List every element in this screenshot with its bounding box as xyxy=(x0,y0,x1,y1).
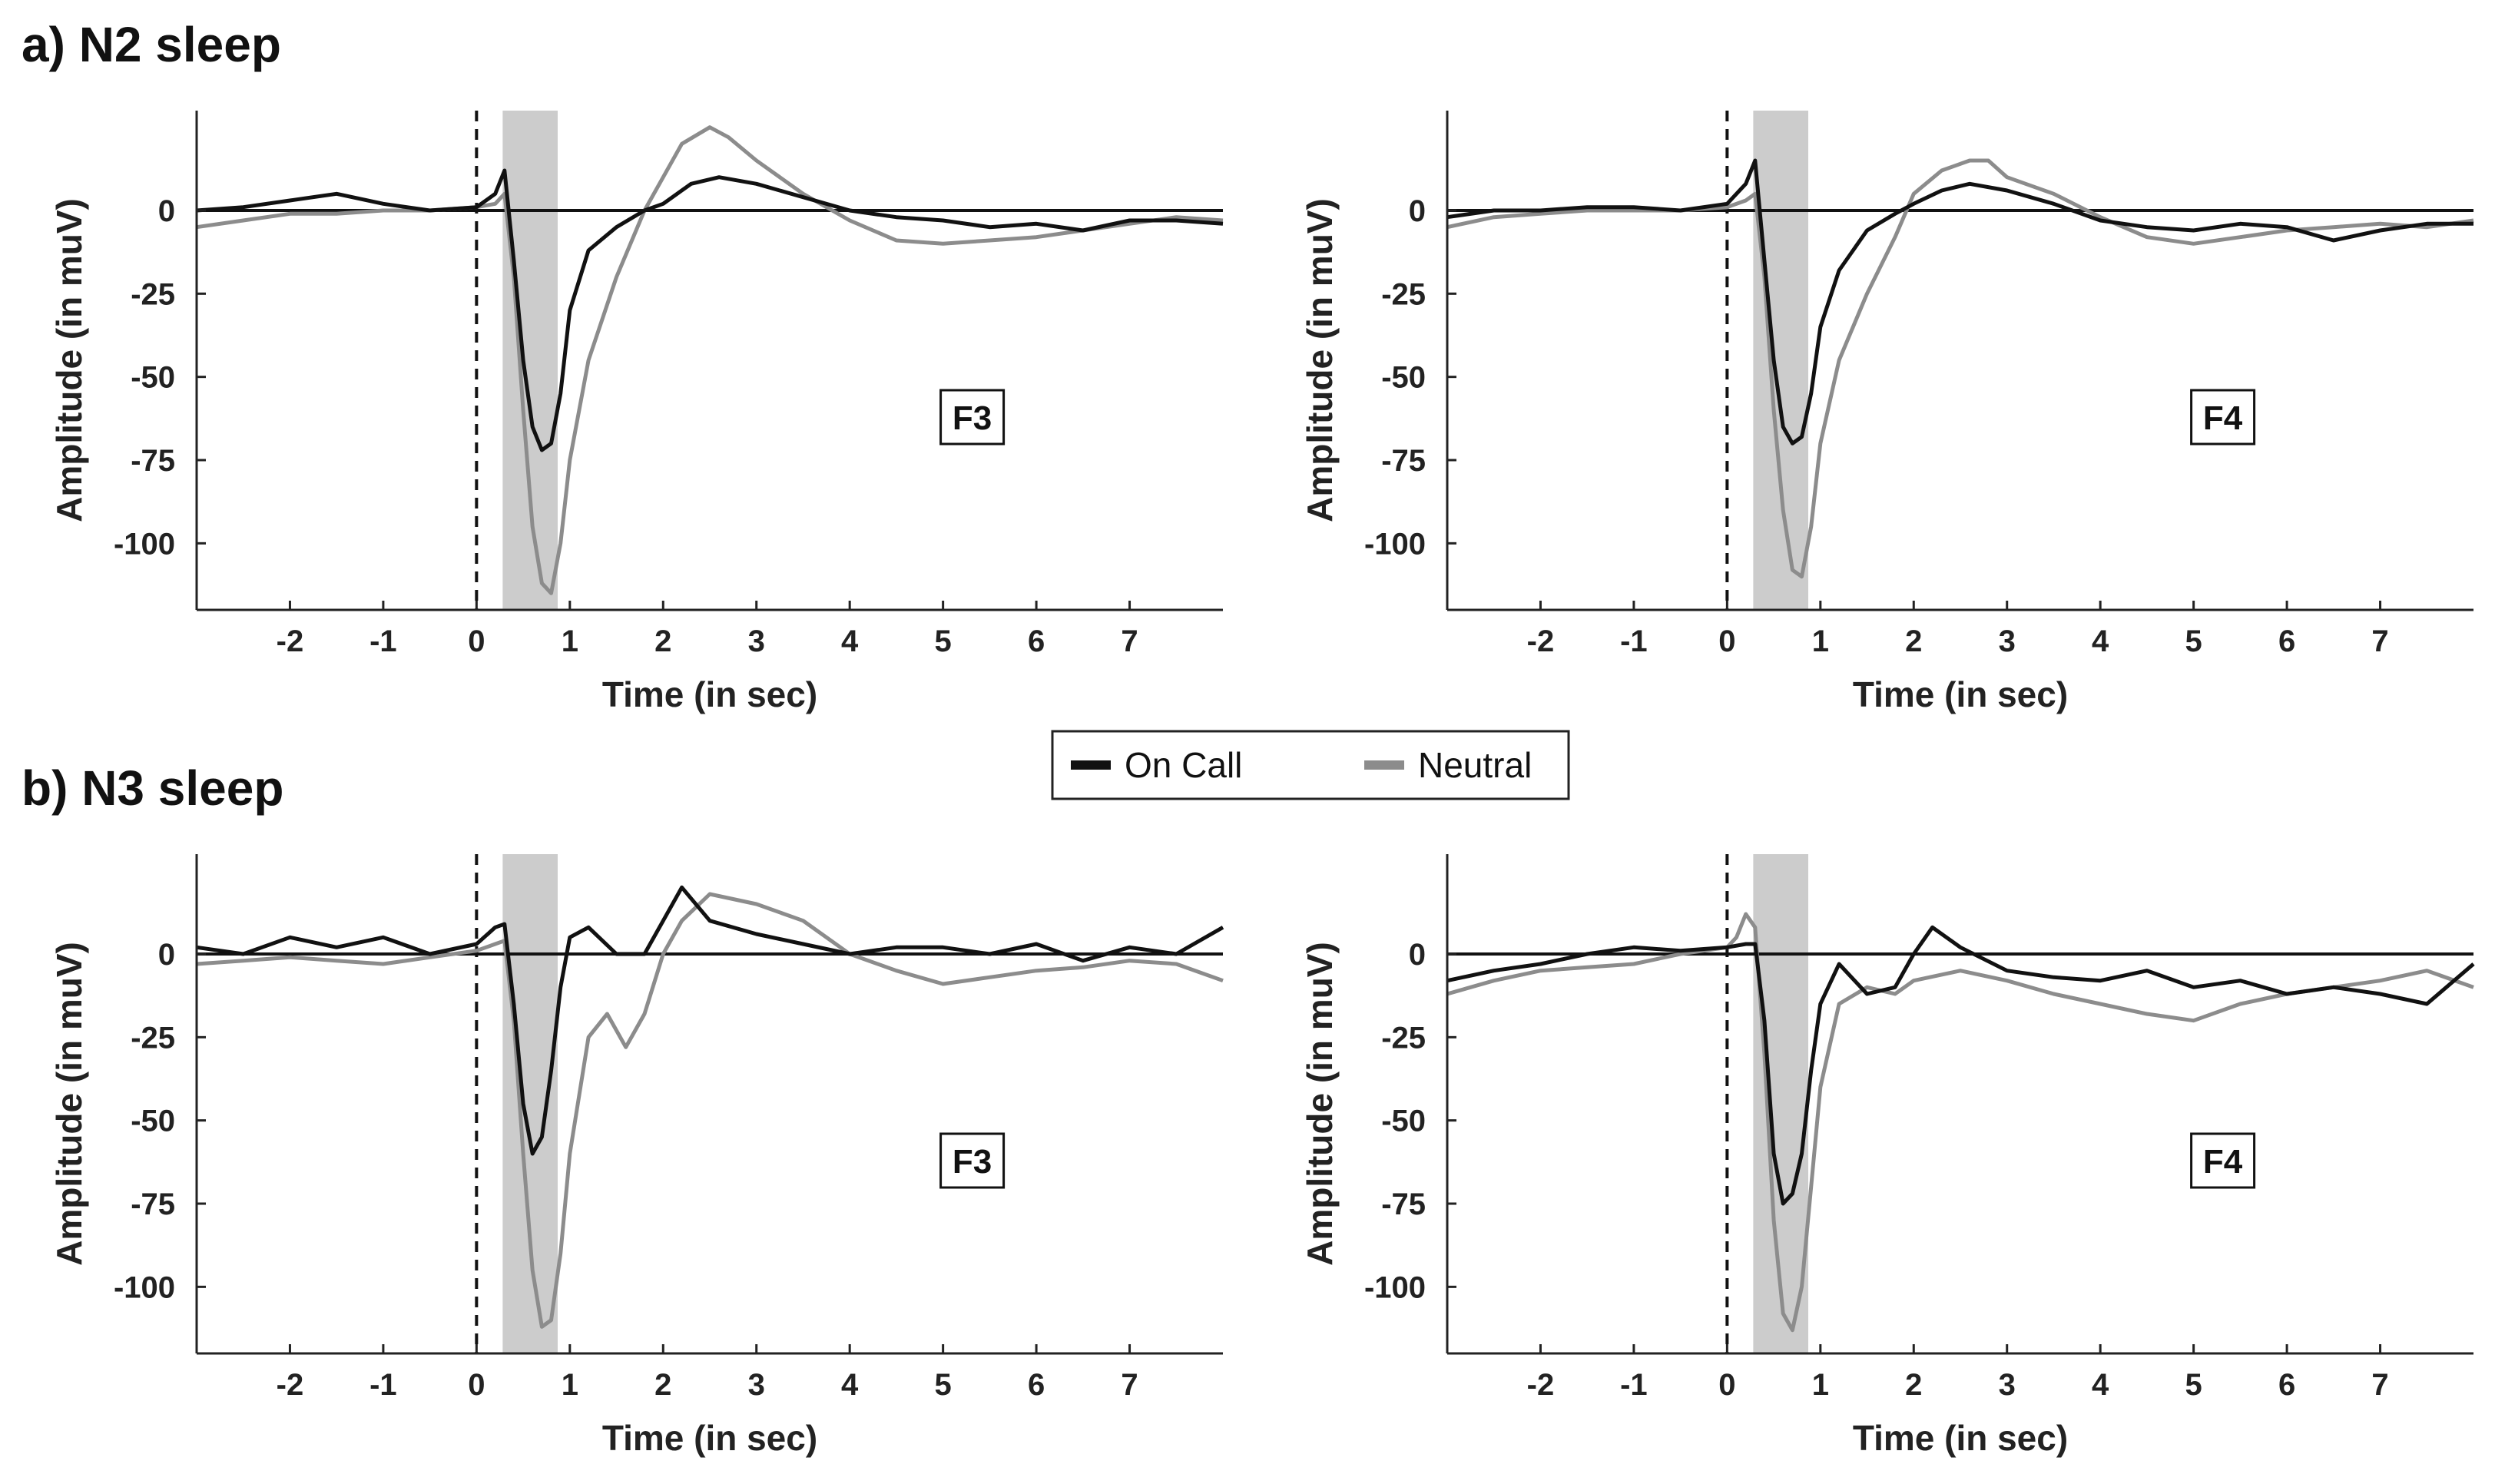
n3-f3-x-tick-label: -1 xyxy=(369,1368,397,1402)
n2-f4-x-axis-title: Time (in sec) xyxy=(1853,674,2068,714)
n3-f4-x-tick-label: 7 xyxy=(2371,1368,2388,1402)
n2-f3-y-tick-label: -25 xyxy=(131,277,175,311)
n3-f3-x-tick-label: 5 xyxy=(935,1368,952,1402)
n3-f4-y-tick-label: 0 xyxy=(1409,938,1426,972)
n2-f4-series-neutral xyxy=(1446,158,2474,579)
legend-box xyxy=(1051,730,1570,800)
n2-f4-x-tick-label: 6 xyxy=(2278,624,2295,658)
n3-f4-x-tick-label: 3 xyxy=(1999,1368,2016,1402)
n3-f4-y-tick-label: -100 xyxy=(1364,1270,1426,1304)
n2-f4-x-tick-label: 3 xyxy=(1999,624,2016,658)
panel-n2-f3: -2 -1 0 1 2 3 4 5 6 7 0 -25 -50 -75 -100 Time (in sec) A… xyxy=(49,111,1224,714)
n2-f4-x-tick-label: 4 xyxy=(2092,624,2109,658)
n2-f3-x-tick-label: -1 xyxy=(369,624,397,658)
n3-f4-x-tick-label: 6 xyxy=(2278,1368,2295,1402)
n2-f4-y-tick-label: -50 xyxy=(1381,361,1426,395)
n3-f3-stim-window xyxy=(502,854,558,1353)
n2-f4-y-tick-label: 0 xyxy=(1409,194,1426,228)
n2-f4-electrode-label: F4 xyxy=(2203,399,2243,437)
panel-n3-f3: -2 -1 0 1 2 3 4 5 6 7 0 -25 -50 -75 -100 Time (in sec) A… xyxy=(49,854,1224,1458)
panel-n2-f4: -2 -1 0 1 2 3 4 5 6 7 0 -25 -50 -75 -100 Time (in sec) A… xyxy=(1300,111,2474,714)
n3-f3-y-tick-label: -50 xyxy=(131,1105,175,1138)
n2-f3-x-tick-label: 6 xyxy=(1028,624,1045,658)
n3-f3-electrode-label: F3 xyxy=(953,1143,992,1181)
n3-f4-series-on-call xyxy=(1446,925,2475,1206)
n2-f3-electrode-label: F3 xyxy=(953,399,992,437)
n3-f3-x-axis-title: Time (in sec) xyxy=(602,1418,817,1458)
n3-f4-x-tick-label: 2 xyxy=(1905,1368,1922,1402)
n3-f4-x-tick-label: 0 xyxy=(1718,1368,1735,1402)
n3-f3-series-neutral xyxy=(196,892,1224,1329)
n2-f3-series-on-call xyxy=(196,168,1224,452)
section-title-n3: b) N3 sleep xyxy=(22,760,283,816)
n3-f3-x-tick-label: 3 xyxy=(748,1368,765,1402)
section-title-n2: a) N2 sleep xyxy=(22,17,281,72)
legend: On Call Neutral xyxy=(1051,730,1570,800)
n2-f3-electrode-box xyxy=(939,389,1006,446)
n2-f4-x-tick-label: 2 xyxy=(1905,624,1922,658)
legend-label-on-call: On Call xyxy=(1125,745,1242,785)
n3-f4-x-tick-label: 1 xyxy=(1812,1368,1829,1402)
n2-f3-y-axis-title: Amplitude (in muV) xyxy=(49,198,89,522)
n3-f3-y-tick-label: -75 xyxy=(131,1188,175,1221)
n3-f4-x-tick-label: -1 xyxy=(1620,1368,1648,1402)
n3-f3-y-axis-title: Amplitude (in muV) xyxy=(49,942,89,1266)
n2-f3-x-tick-label: 7 xyxy=(1121,624,1138,658)
n2-f3-y-tick-label: 0 xyxy=(158,194,175,228)
n2-f4-x-tick-label: 1 xyxy=(1812,624,1829,658)
n2-f3-x-axis-title: Time (in sec) xyxy=(602,674,817,714)
n3-f4-x-axis-title: Time (in sec) xyxy=(1853,1418,2068,1458)
n2-f3-y-tick-label: -50 xyxy=(131,361,175,395)
n3-f4-y-axis-title: Amplitude (in muV) xyxy=(1300,942,1340,1266)
n2-f4-x-tick-label: 7 xyxy=(2371,624,2388,658)
n3-f4-electrode-label: F4 xyxy=(2203,1143,2243,1181)
n2-f4-y-tick-label: -75 xyxy=(1381,444,1426,478)
n3-f3-series-on-call xyxy=(196,885,1224,1156)
n3-f3-x-tick-label: 0 xyxy=(468,1368,485,1402)
n2-f3-x-tick-label: 5 xyxy=(935,624,952,658)
n3-f3-x-tick-label: 1 xyxy=(562,1368,578,1402)
n3-f3-y-tick-label: -100 xyxy=(114,1270,175,1304)
n3-f3-x-tick-label: 2 xyxy=(654,1368,671,1402)
n3-f3-y-tick-label: -25 xyxy=(131,1021,175,1055)
n3-f4-y-tick-label: -75 xyxy=(1381,1188,1426,1221)
n2-f4-stim-window xyxy=(1753,111,1809,610)
n3-f3-electrode-box xyxy=(939,1132,1006,1189)
n2-f4-x-tick-label: 5 xyxy=(2185,624,2202,658)
n2-f4-x-tick-label: -1 xyxy=(1620,624,1648,658)
n2-f4-y-tick-label: -25 xyxy=(1381,277,1426,311)
n3-f4-y-tick-label: -50 xyxy=(1381,1105,1426,1138)
legend-label-neutral: Neutral xyxy=(1418,745,1532,785)
n2-f3-x-tick-label: 0 xyxy=(468,624,485,658)
n2-f4-series-on-call xyxy=(1446,158,2473,446)
n3-f4-x-tick-label: -2 xyxy=(1527,1368,1555,1402)
n3-f3-x-tick-label: 7 xyxy=(1121,1368,1138,1402)
n2-f3-x-tick-label: 3 xyxy=(748,624,765,658)
n3-f3-y-tick-label: 0 xyxy=(158,938,175,972)
n2-f3-x-tick-label: 4 xyxy=(841,624,859,658)
n3-f4-x-tick-label: 4 xyxy=(2092,1368,2109,1402)
n3-f3-x-tick-label: 4 xyxy=(841,1368,859,1402)
n3-f4-x-tick-label: 5 xyxy=(2185,1368,2202,1402)
n2-f4-y-axis-title: Amplitude (in muV) xyxy=(1300,198,1340,522)
panel-n3-f4: -2 -1 0 1 2 3 4 5 6 7 0 -25 -50 -75 -100 Time (in sec) A… xyxy=(1300,854,2475,1458)
n2-f4-electrode-box xyxy=(2190,389,2256,446)
n2-f3-y-tick-label: -100 xyxy=(114,527,175,561)
n2-f3-y-tick-label: -75 xyxy=(131,444,175,478)
n3-f4-series-neutral xyxy=(1446,912,2474,1333)
n3-f4-stim-window xyxy=(1753,854,1809,1353)
n2-f4-x-tick-label: -2 xyxy=(1527,624,1555,658)
n3-f3-x-tick-label: -2 xyxy=(277,1368,304,1402)
n2-f3-stim-window xyxy=(502,111,558,610)
n2-f3-x-tick-label: 1 xyxy=(562,624,578,658)
n3-f4-electrode-box xyxy=(2190,1132,2256,1189)
n3-f4-y-tick-label: -25 xyxy=(1381,1021,1426,1055)
n3-f3-x-tick-label: 6 xyxy=(1028,1368,1045,1402)
n2-f4-y-tick-label: -100 xyxy=(1364,527,1426,561)
n2-f3-x-tick-label: 2 xyxy=(654,624,671,658)
n2-f4-x-tick-label: 0 xyxy=(1718,624,1735,658)
n2-f3-x-tick-label: -2 xyxy=(277,624,304,658)
